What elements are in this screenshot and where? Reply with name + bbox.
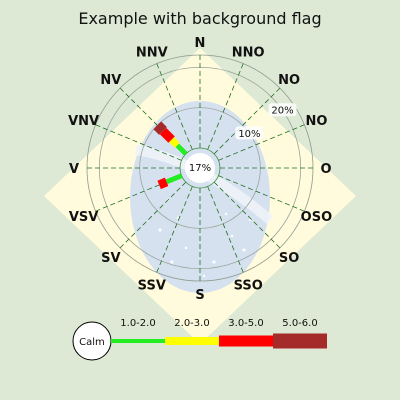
ring-labels: 10% 20% [235,103,297,140]
direction-label-sv: SV [101,251,120,266]
legend-calm-label: Calm [79,337,105,348]
arm-nv-segment-3 [159,127,175,143]
direction-label-oso: OSO [301,210,332,225]
direction-label-s: S [195,288,204,303]
ring-label-bg [268,103,297,117]
legend: Calm 1.0-2.0 2.0-3.0 3.0-5.0 5.0-6.0 [72,318,327,361]
direction-label-ssv: SSV [138,278,166,293]
arm-vsv-segment-3 [157,177,169,190]
legend-band-4 [273,333,327,349]
wind-arms [153,121,188,190]
legend-band-label-1: 1.0-2.0 [120,318,155,329]
calm-center-circle [185,153,215,183]
direction-label-sso: SSO [234,278,263,293]
legend-bands: 1.0-2.0 2.0-3.0 3.0-5.0 5.0-6.0 [111,318,327,349]
direction-label-vsv: VSV [69,210,99,225]
direction-label-no: NO [278,73,300,88]
direction-label-nv: NV [100,73,121,88]
legend-band-1 [111,339,165,343]
ring-label-bg [235,126,264,140]
legend-band-label-3: 3.0-5.0 [228,318,263,329]
arm-nv-segment-1 [175,143,188,156]
ring-label: 20% [271,106,293,117]
direction-label-vnv: VNV [68,114,99,129]
direction-label-o: O [320,162,331,177]
direction-label-so: SO [279,251,299,266]
legend-band-2 [165,337,219,345]
direction-label-nno: NNO [232,46,265,61]
legend-band-label-4: 5.0-6.0 [282,318,317,329]
ring-label: 10% [238,129,260,140]
direction-label-n: N [195,36,206,51]
arm-nv-segment-4 [153,121,167,135]
direction-labels: N NNO NO NO O OSO SO SSO S SSV SV VSV V VNV NV NNV [68,36,332,303]
legend-band-label-2: 2.0-3.0 [174,318,209,329]
chart-title: Example with background flag [78,9,321,28]
direction-label-v: V [69,162,79,177]
direction-label-nnv: NNV [136,46,168,61]
arm-vsv-segment-1 [165,173,183,185]
legend-band-3 [219,335,273,347]
calm-percentage-label: 17% [189,163,211,174]
grid [86,54,314,282]
flag-stars [158,198,252,278]
direction-label-ono: NO [305,114,327,129]
arm-nv-segment-2 [169,137,180,148]
